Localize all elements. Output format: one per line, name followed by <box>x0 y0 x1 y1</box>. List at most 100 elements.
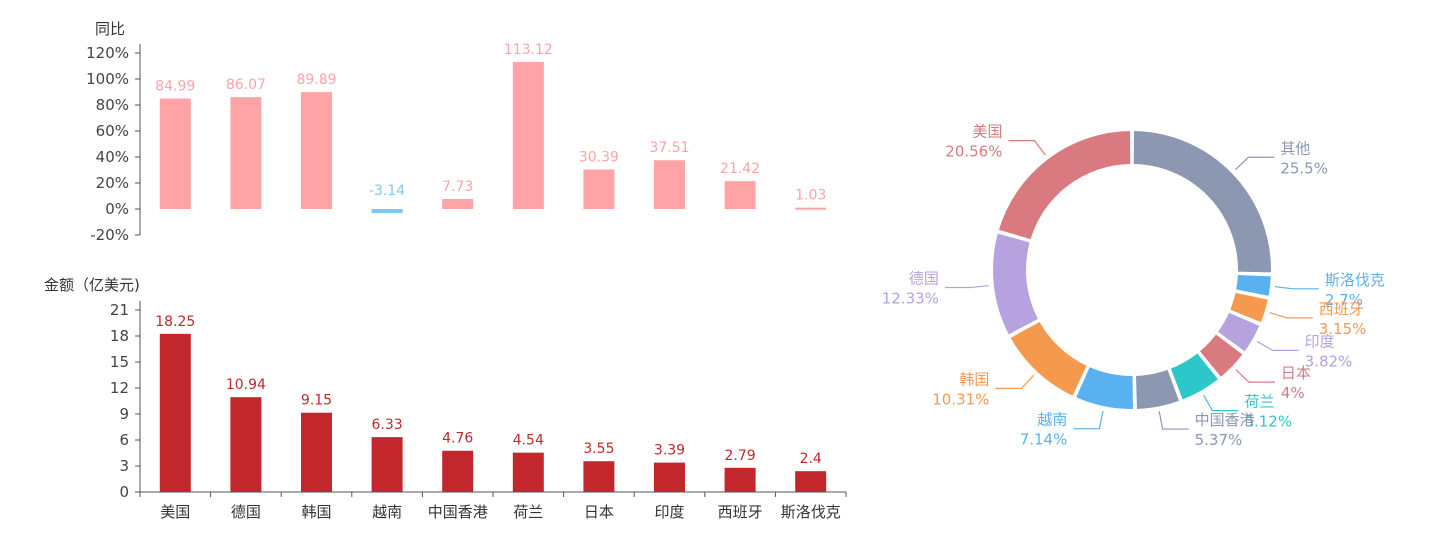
donut-slice <box>1227 290 1271 325</box>
leader-line <box>944 284 989 289</box>
y-axis-title: 金额（亿美元) <box>44 276 140 294</box>
slice-percent: 2.7% <box>1325 291 1363 309</box>
donut-slice <box>1007 319 1090 399</box>
data-label: 9.15 <box>301 393 332 409</box>
data-label: 86.07 <box>226 77 266 93</box>
yoy-bar-chart: 同比 120% 100% 80% 60% 40% 20% 0% -20% 84.99 86.07 89… <box>86 20 827 244</box>
bar <box>654 462 685 492</box>
data-label: 89.89 <box>296 72 336 88</box>
data-label: 10.94 <box>226 377 266 393</box>
y-tick-label: 0% <box>105 200 129 218</box>
x-tick-label: 越南 <box>372 503 402 521</box>
bar <box>724 467 756 492</box>
bar <box>795 207 827 210</box>
x-tick-label: 斯洛伐克 <box>781 503 841 521</box>
y-tick-label: 0 <box>119 483 129 501</box>
bar <box>371 437 403 492</box>
bar <box>159 333 191 492</box>
bar <box>583 461 615 492</box>
slice-percent: 20.56% <box>945 143 1002 161</box>
data-label: -3.14 <box>369 183 405 199</box>
x-tick-label: 荷兰 <box>513 503 543 521</box>
slice-name: 日本 <box>1281 364 1311 382</box>
slice-percent: 25.5% <box>1280 159 1328 177</box>
leader-line <box>1073 410 1104 430</box>
data-label: 1.03 <box>795 188 826 204</box>
y-tick-label: 12 <box>110 379 129 397</box>
leader-line <box>1202 394 1239 412</box>
y-axis-title: 同比 <box>95 20 125 38</box>
leader-line <box>1235 369 1275 383</box>
slice-name: 其他 <box>1280 139 1310 157</box>
donut-slice <box>1215 310 1262 355</box>
x-tick-label: 西班牙 <box>718 503 763 521</box>
x-tick-label: 韩国 <box>301 503 331 521</box>
y-tick-label: -20% <box>90 226 129 244</box>
bar <box>301 92 332 209</box>
y-tick-label: 3 <box>119 457 129 475</box>
slice-percent: 3.82% <box>1305 352 1353 370</box>
bar <box>724 181 756 209</box>
slice-percent: 5.37% <box>1195 431 1243 449</box>
donut-slice <box>1133 367 1182 411</box>
leader-line <box>995 374 1035 390</box>
slice-percent: 12.33% <box>882 290 939 308</box>
slice-name: 印度 <box>1305 332 1335 350</box>
slice-name: 斯洛伐克 <box>1325 271 1385 289</box>
y-tick-label: 6 <box>119 431 129 449</box>
slice-percent: 10.31% <box>932 390 989 408</box>
leader-line <box>1008 140 1046 156</box>
bar <box>230 397 262 492</box>
slice-name: 西班牙 <box>1319 300 1364 318</box>
y-tick-label: 9 <box>119 405 129 423</box>
donut-slice <box>1073 364 1136 411</box>
y-tick-label: 120% <box>86 44 129 62</box>
slice-name: 韩国 <box>959 370 989 388</box>
y-tick-label: 100% <box>86 70 129 88</box>
slice-percent: 3.15% <box>1319 320 1367 338</box>
data-label: 18.25 <box>155 314 195 330</box>
data-label: 4.76 <box>442 431 473 447</box>
slice-percent: 4% <box>1281 384 1305 402</box>
slice-name: 德国 <box>909 270 939 288</box>
bar <box>795 471 827 492</box>
donut-slice <box>1197 331 1246 380</box>
leader-line <box>1256 340 1299 351</box>
leader-line <box>1274 286 1319 290</box>
bar <box>230 97 262 209</box>
slice-name: 荷兰 <box>1244 393 1274 411</box>
share-donut-chart: 其他 25.5% 斯洛伐克 2.7%西班牙 3.15%印度 3.82%日本 4% 荷兰 5.12… <box>882 123 1385 449</box>
data-label: 4.54 <box>513 433 544 449</box>
data-label: 7.73 <box>442 179 473 195</box>
leader-line <box>1269 311 1313 319</box>
donut-slice <box>1233 272 1273 299</box>
donut-slice <box>1168 350 1221 403</box>
data-label: 3.55 <box>583 441 614 457</box>
slice-name: 美国 <box>972 123 1002 141</box>
slice-percent: 7.14% <box>1020 431 1068 449</box>
bar <box>583 169 615 209</box>
donut-slice <box>1131 128 1273 275</box>
y-tick-label: 60% <box>96 122 129 140</box>
x-tick-label: 日本 <box>584 503 614 521</box>
bar <box>159 98 191 209</box>
y-tick-label: 80% <box>96 96 129 114</box>
donut-slice <box>996 128 1133 242</box>
data-label: 6.33 <box>372 417 403 433</box>
bar <box>442 450 474 492</box>
data-label: 21.42 <box>720 161 760 177</box>
slice-percent: 5.12% <box>1244 413 1292 431</box>
y-tick-label: 15 <box>110 353 129 371</box>
data-label: 113.12 <box>504 42 553 58</box>
bar <box>301 412 332 492</box>
data-label: 84.99 <box>155 79 195 95</box>
donut-slice <box>991 231 1041 338</box>
leader-line <box>1158 411 1189 430</box>
slice-name: 越南 <box>1037 411 1067 429</box>
data-label: 37.51 <box>649 140 689 156</box>
amount-bar-chart: 金额（亿美元) 21 18 15 12 9 6 3 0 18.25 美国 10.94 德国 9.15 韩国 6… <box>44 276 847 521</box>
bar <box>512 61 544 209</box>
bar <box>512 452 544 492</box>
x-tick-label: 德国 <box>231 503 261 521</box>
